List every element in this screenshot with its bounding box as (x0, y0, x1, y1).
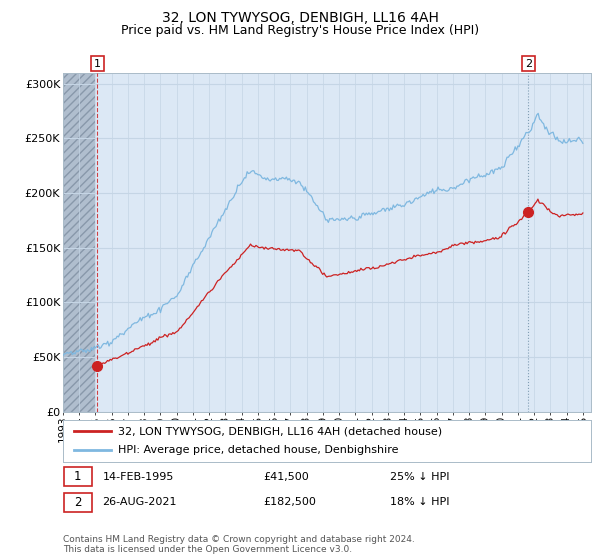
Text: 1: 1 (74, 470, 82, 483)
Bar (63, 73, 95, 412)
Text: HPI: Average price, detached house, Denbighshire: HPI: Average price, detached house, Denb… (118, 445, 399, 455)
Text: 26-AUG-2021: 26-AUG-2021 (103, 497, 177, 507)
Text: £182,500: £182,500 (263, 497, 317, 507)
Text: Contains HM Land Registry data © Crown copyright and database right 2024.
This d: Contains HM Land Registry data © Crown c… (63, 535, 415, 554)
Text: 2: 2 (525, 59, 532, 69)
Text: 25% ↓ HPI: 25% ↓ HPI (391, 472, 450, 482)
Text: £41,500: £41,500 (263, 472, 310, 482)
Text: 1: 1 (94, 59, 101, 69)
Text: Price paid vs. HM Land Registry's House Price Index (HPI): Price paid vs. HM Land Registry's House … (121, 24, 479, 37)
Bar (64, 467, 92, 486)
Text: 2: 2 (74, 496, 82, 509)
Text: 18% ↓ HPI: 18% ↓ HPI (391, 497, 450, 507)
Text: 14-FEB-1995: 14-FEB-1995 (103, 472, 174, 482)
Text: 32, LON TYWYSOG, DENBIGH, LL16 4AH (detached house): 32, LON TYWYSOG, DENBIGH, LL16 4AH (deta… (118, 426, 443, 436)
Text: 32, LON TYWYSOG, DENBIGH, LL16 4AH: 32, LON TYWYSOG, DENBIGH, LL16 4AH (161, 11, 439, 25)
Bar (64, 493, 92, 512)
